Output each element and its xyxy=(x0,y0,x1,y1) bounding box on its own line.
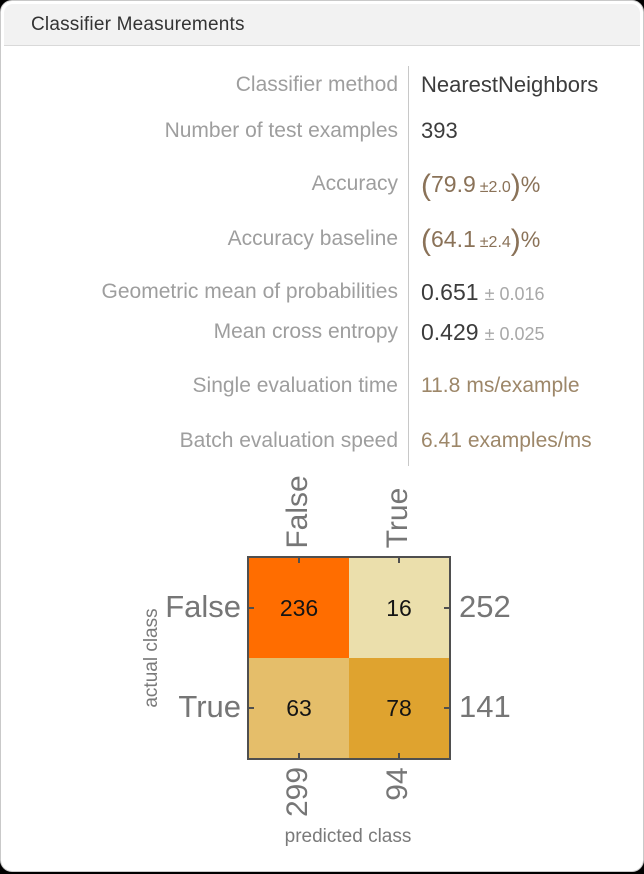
row-accuracy: Accuracy (79.9 ±2.0)% xyxy=(1,164,643,204)
tick-mark xyxy=(249,707,254,709)
row-label: Accuracy xyxy=(311,172,398,195)
row-value: 11.8 ms/example xyxy=(398,374,643,398)
x-axis-label: predicted class xyxy=(284,826,412,847)
row-batch-speed: Batch evaluation speed 6.41 examples/ms xyxy=(1,421,643,461)
y-axis-label: actual class xyxy=(141,608,162,708)
measurements-table: Classifier method NearestNeighbors Numbe… xyxy=(1,47,643,466)
row-geometric-mean: Geometric mean of probabilities 0.651 ± 0… xyxy=(1,272,643,312)
eval-time-value: 11.8 xyxy=(421,374,461,397)
table-divider xyxy=(408,66,409,466)
matrix-cell-true-true: 78 xyxy=(349,658,449,758)
row-label: Mean cross entropy xyxy=(213,320,398,343)
tick-mark xyxy=(444,707,449,709)
row-value: (79.9 ±2.0)% xyxy=(398,170,643,200)
row-label: Single evaluation time xyxy=(192,374,398,397)
cross-entropy-uncertainty: ± 0.025 xyxy=(484,323,545,344)
tick-mark xyxy=(398,753,400,758)
row-value: 393 xyxy=(421,118,458,143)
tick-mark xyxy=(298,753,300,758)
col-header-false: False xyxy=(281,475,314,549)
row-label: Batch evaluation speed xyxy=(179,429,398,452)
row-header-false: False xyxy=(165,589,241,624)
col-total-false: 299 xyxy=(281,766,314,818)
row-value: NearestNeighbors xyxy=(421,72,599,97)
row-cross-entropy: Mean cross entropy 0.429 ± 0.025 xyxy=(1,312,643,352)
tick-mark xyxy=(444,607,449,609)
row-evaluation-time: Single evaluation time 11.8 ms/example xyxy=(1,366,643,406)
percent-sign: % xyxy=(520,226,541,252)
col-total-true: 94 xyxy=(381,767,414,801)
matrix-cell-true-false: 63 xyxy=(249,658,349,758)
cross-entropy-value: 0.429 xyxy=(421,318,479,345)
accuracy-uncertainty: ±2.0 xyxy=(479,178,511,196)
percent-sign: % xyxy=(520,171,541,197)
eval-time-unit: ms/example xyxy=(466,374,580,397)
tick-mark xyxy=(398,558,400,563)
row-header-true: True xyxy=(178,689,241,724)
open-paren: ( xyxy=(421,223,431,257)
row-accuracy-baseline: Accuracy baseline (64.1 ±2.4)% xyxy=(1,219,643,259)
row-classifier-method: Classifier method NearestNeighbors xyxy=(1,65,643,105)
baseline-uncertainty: ±2.4 xyxy=(479,233,511,251)
batch-speed-value: 6.41 xyxy=(421,429,462,452)
panel-title: Classifier Measurements xyxy=(31,13,245,35)
row-label: Accuracy baseline xyxy=(227,227,398,250)
row-total-true: 141 xyxy=(459,689,511,724)
batch-speed-unit: examples/ms xyxy=(467,429,592,452)
row-label: Number of test examples xyxy=(164,119,398,142)
row-test-examples: Number of test examples 393 xyxy=(1,111,643,151)
row-value: 0.429 ± 0.025 xyxy=(398,318,643,346)
row-value: 0.651 ± 0.016 xyxy=(398,278,643,306)
col-header-true: True xyxy=(381,487,414,549)
geo-mean-uncertainty: ± 0.016 xyxy=(484,283,545,304)
panel-titlebar: Classifier Measurements xyxy=(4,4,640,46)
row-total-false: 252 xyxy=(459,589,511,624)
close-paren: ) xyxy=(510,168,521,202)
matrix-cell-false-true: 16 xyxy=(349,558,449,658)
matrix-cell-false-false: 236 xyxy=(249,558,349,658)
tick-mark xyxy=(298,558,300,563)
baseline-value: 64.1 xyxy=(431,225,476,252)
row-value: 6.41 examples/ms xyxy=(398,429,643,453)
row-label: Classifier method xyxy=(235,73,398,96)
confusion-matrix: 236 16 63 78 xyxy=(247,556,451,760)
close-paren: ) xyxy=(510,223,521,257)
row-label: Geometric mean of probabilities xyxy=(101,280,398,303)
accuracy-value: 79.9 xyxy=(431,170,476,197)
tick-mark xyxy=(249,607,254,609)
open-paren: ( xyxy=(421,168,431,202)
row-value: (64.1 ±2.4)% xyxy=(398,225,643,255)
geo-mean-value: 0.651 xyxy=(421,278,479,305)
